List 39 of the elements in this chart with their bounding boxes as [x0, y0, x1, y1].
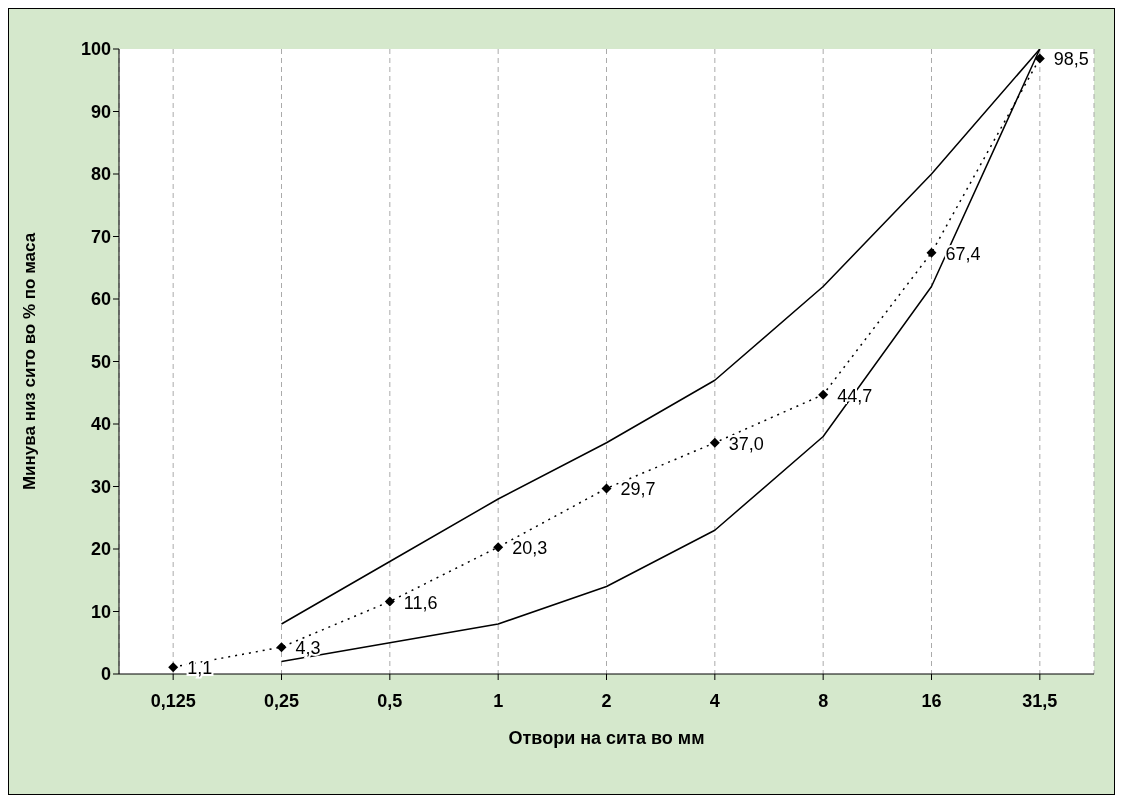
y-tick-label: 80	[90, 164, 111, 185]
data-label: 1,1	[187, 658, 213, 679]
point	[493, 542, 504, 553]
point	[168, 662, 179, 673]
y-tick-label: 10	[90, 601, 111, 622]
point	[709, 437, 720, 448]
data-label: 98,5	[1053, 49, 1089, 70]
point	[601, 483, 612, 494]
y-tick-label: 50	[90, 351, 111, 372]
x-tick-label: 0,5	[377, 690, 403, 711]
y-tick-label: 30	[90, 476, 111, 497]
point	[926, 247, 937, 258]
y-axis-title: Минува низ сито во % по маса	[20, 232, 40, 491]
y-tick-label: 100	[80, 39, 111, 60]
data-label: 37,0	[728, 433, 764, 454]
data-label: 11,6	[403, 592, 438, 613]
x-tick-label: 1	[493, 690, 504, 711]
x-tick-label: 4	[709, 690, 720, 711]
x-tick-label: 0,25	[263, 690, 300, 711]
y-tick-label: 60	[90, 289, 111, 310]
y-tick-label: 0	[100, 664, 111, 685]
data-label: 67,4	[945, 243, 981, 264]
point	[818, 389, 829, 400]
y-tick-label: 40	[90, 414, 111, 435]
x-tick-label: 16	[921, 690, 942, 711]
data-label: 29,7	[620, 479, 656, 500]
data-label: 4,3	[295, 638, 321, 659]
x-tick-label: 0,125	[150, 690, 196, 711]
point	[276, 642, 287, 653]
point	[384, 596, 395, 607]
point	[1034, 53, 1045, 64]
data-label: 20,3	[512, 538, 548, 559]
x-tick-label: 31,5	[1022, 690, 1058, 711]
x-axis-title: Отвори на сита во мм	[508, 728, 705, 748]
y-tick-label: 70	[90, 226, 111, 247]
y-tick-label: 20	[90, 539, 111, 560]
x-tick-label: 2	[601, 690, 612, 711]
y-tick-label: 90	[90, 101, 111, 122]
x-tick-label: 8	[818, 690, 829, 711]
